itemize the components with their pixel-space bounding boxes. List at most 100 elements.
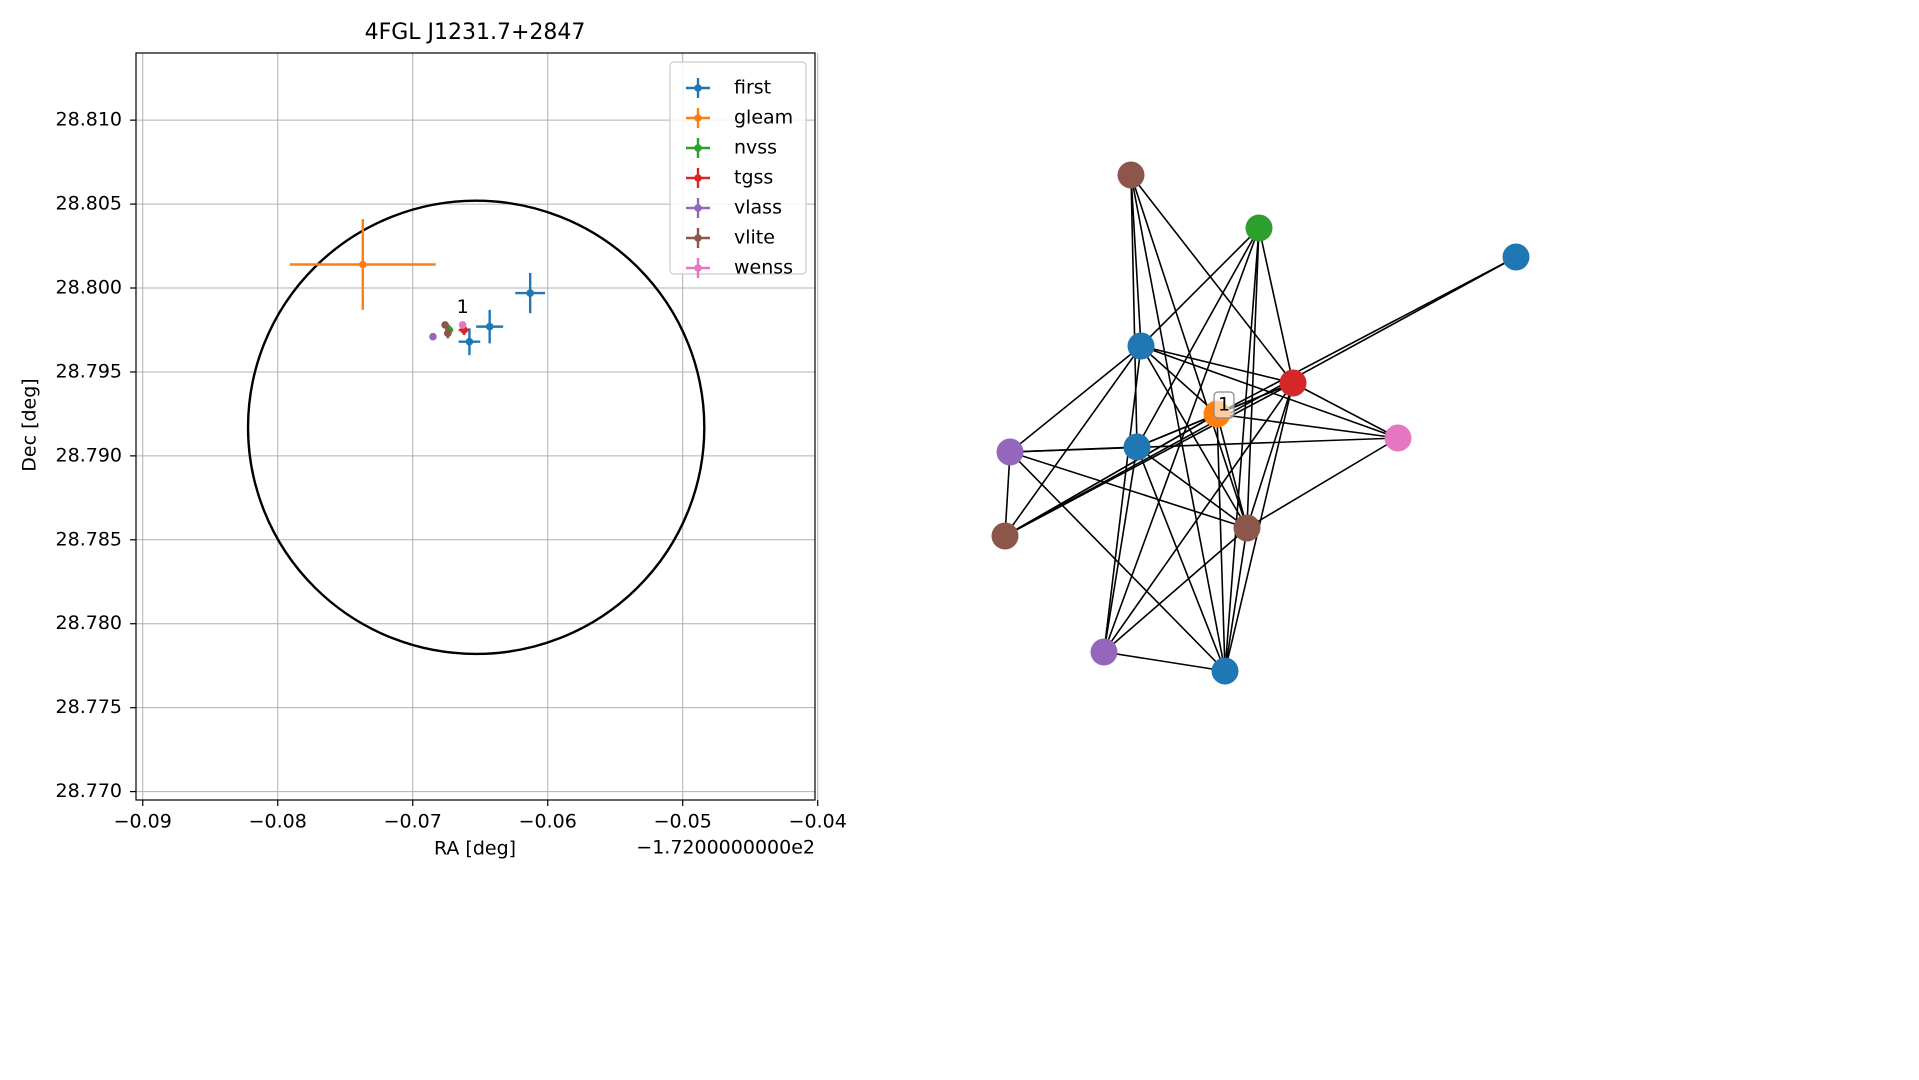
y-tick-label: 28.780 — [56, 612, 122, 634]
network-edge — [1009, 451, 1226, 672]
point-marker — [358, 260, 367, 269]
network-edge — [1140, 345, 1248, 529]
point-marker — [429, 332, 437, 341]
data-point — [441, 321, 449, 329]
network-edge — [1130, 174, 1248, 529]
data-point — [458, 321, 467, 329]
network-edge — [1224, 527, 1248, 672]
network-nodes — [991, 161, 1530, 685]
y-tick-label: 28.775 — [56, 696, 122, 718]
network-edge — [1216, 413, 1248, 529]
network-edge — [1004, 345, 1142, 537]
data-series — [289, 219, 546, 356]
legend-marker-dot — [694, 144, 702, 152]
point-annotation: 1 — [457, 296, 469, 318]
x-axis-label: RA [deg] — [434, 838, 516, 860]
data-point — [444, 328, 452, 339]
network-edge — [1009, 451, 1248, 529]
network-node — [1384, 424, 1412, 452]
network-edge — [1246, 382, 1294, 529]
network-node — [1233, 514, 1261, 542]
network-edge — [1009, 437, 1399, 453]
annotation-box — [1213, 391, 1235, 419]
network-edge — [1004, 451, 1011, 537]
legend-marker-dot — [694, 234, 702, 242]
plot-title: 4FGL J1231.7+2847 — [365, 20, 586, 45]
network-edge — [1246, 437, 1399, 529]
network-node — [1117, 161, 1145, 189]
network-edge — [1136, 446, 1226, 672]
network-edge — [1140, 227, 1260, 347]
legend-entry: gleam — [686, 107, 793, 129]
network-edge — [1004, 413, 1218, 537]
legend-entry: nvss — [686, 137, 777, 159]
y-axis-label: Dec [deg] — [19, 378, 41, 471]
legend-label: vlite — [734, 227, 775, 249]
y-tick-label: 28.770 — [56, 780, 122, 802]
x-axis-ticks: −0.09 −0.08 −0.07 −0.06 −0.05 −0.04 — [114, 800, 847, 833]
network-edge — [1292, 382, 1399, 439]
x-tick-label: −0.08 — [249, 811, 307, 833]
annotations: 1 — [457, 296, 469, 318]
network-edges — [1004, 174, 1517, 672]
network-edge — [1136, 227, 1260, 448]
x-axis-offset-label: −1.7200000000e2 — [636, 837, 815, 859]
legend-marker-dot — [694, 264, 702, 272]
legend: first gleam nvss tgss vlass vlite wenss — [669, 61, 807, 279]
network-edge — [1103, 527, 1248, 653]
legend-marker-dot — [694, 174, 702, 182]
network-edge — [1103, 446, 1138, 653]
point-marker — [444, 329, 452, 338]
y-tick-label: 28.790 — [56, 444, 122, 466]
network-node — [1090, 638, 1118, 666]
network-edge — [1136, 446, 1248, 529]
point-marker — [441, 321, 449, 329]
x-tick-label: −0.04 — [789, 811, 847, 833]
legend-marker-dot — [694, 114, 702, 122]
legend-entry: vlass — [686, 197, 782, 219]
network-edge — [1103, 345, 1142, 653]
legend-entry: vlite — [686, 227, 775, 249]
network-graph: 1 — [991, 161, 1530, 685]
legend-label: vlass — [734, 197, 782, 219]
legend-entry: first — [686, 77, 771, 99]
y-tick-label: 28.795 — [56, 360, 122, 382]
point-marker — [458, 321, 467, 329]
point-marker — [526, 289, 534, 297]
network-node — [1279, 369, 1307, 397]
network-edge — [1140, 345, 1218, 415]
series-first — [458, 272, 546, 356]
network-node — [996, 438, 1024, 466]
network-edge — [1136, 413, 1218, 448]
data-point — [515, 272, 546, 314]
y-axis-ticks: 28.770 28.775 28.780 28.785 28.790 28.795 28.8… — [56, 109, 136, 802]
network-node — [1123, 433, 1151, 461]
node-annotation: 1 — [1213, 391, 1235, 419]
legend-label: first — [734, 77, 771, 99]
data-point — [476, 309, 504, 344]
data-point — [289, 219, 436, 310]
network-edge — [1216, 256, 1517, 415]
x-tick-label: −0.06 — [519, 811, 577, 833]
network-edge — [1130, 174, 1142, 347]
scatter-plot: 4FGL J1231.7+2847 1 −0.09 −0.08 −0.07 −0.06… — [19, 20, 847, 860]
legend-box — [669, 61, 807, 275]
data-point — [429, 332, 437, 341]
network-edge — [1103, 382, 1294, 653]
legend-entry: wenss — [686, 257, 793, 279]
y-tick-label: 28.810 — [56, 109, 122, 131]
network-edge — [1140, 345, 1294, 384]
y-tick-label: 28.805 — [56, 193, 122, 215]
series-vlite — [441, 321, 452, 339]
axes-frame — [135, 52, 816, 801]
y-tick-label: 28.800 — [56, 277, 122, 299]
network-edge — [1258, 227, 1294, 384]
network-node — [1211, 657, 1239, 685]
network-edge — [1246, 227, 1260, 529]
network-annotations: 1 — [1213, 391, 1235, 419]
legend-label: wenss — [734, 257, 793, 279]
network-edge — [1216, 413, 1399, 439]
legend-label: tgss — [734, 167, 773, 189]
network-edge — [1130, 174, 1294, 384]
